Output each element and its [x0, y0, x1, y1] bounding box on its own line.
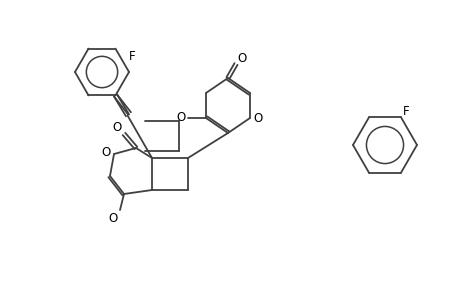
Text: O: O: [108, 212, 118, 224]
Text: F: F: [129, 50, 135, 63]
Text: O: O: [176, 110, 185, 124]
Text: O: O: [112, 121, 121, 134]
Text: O: O: [237, 52, 246, 64]
Text: O: O: [101, 146, 110, 158]
Text: O: O: [253, 112, 262, 124]
Text: F: F: [402, 105, 409, 118]
